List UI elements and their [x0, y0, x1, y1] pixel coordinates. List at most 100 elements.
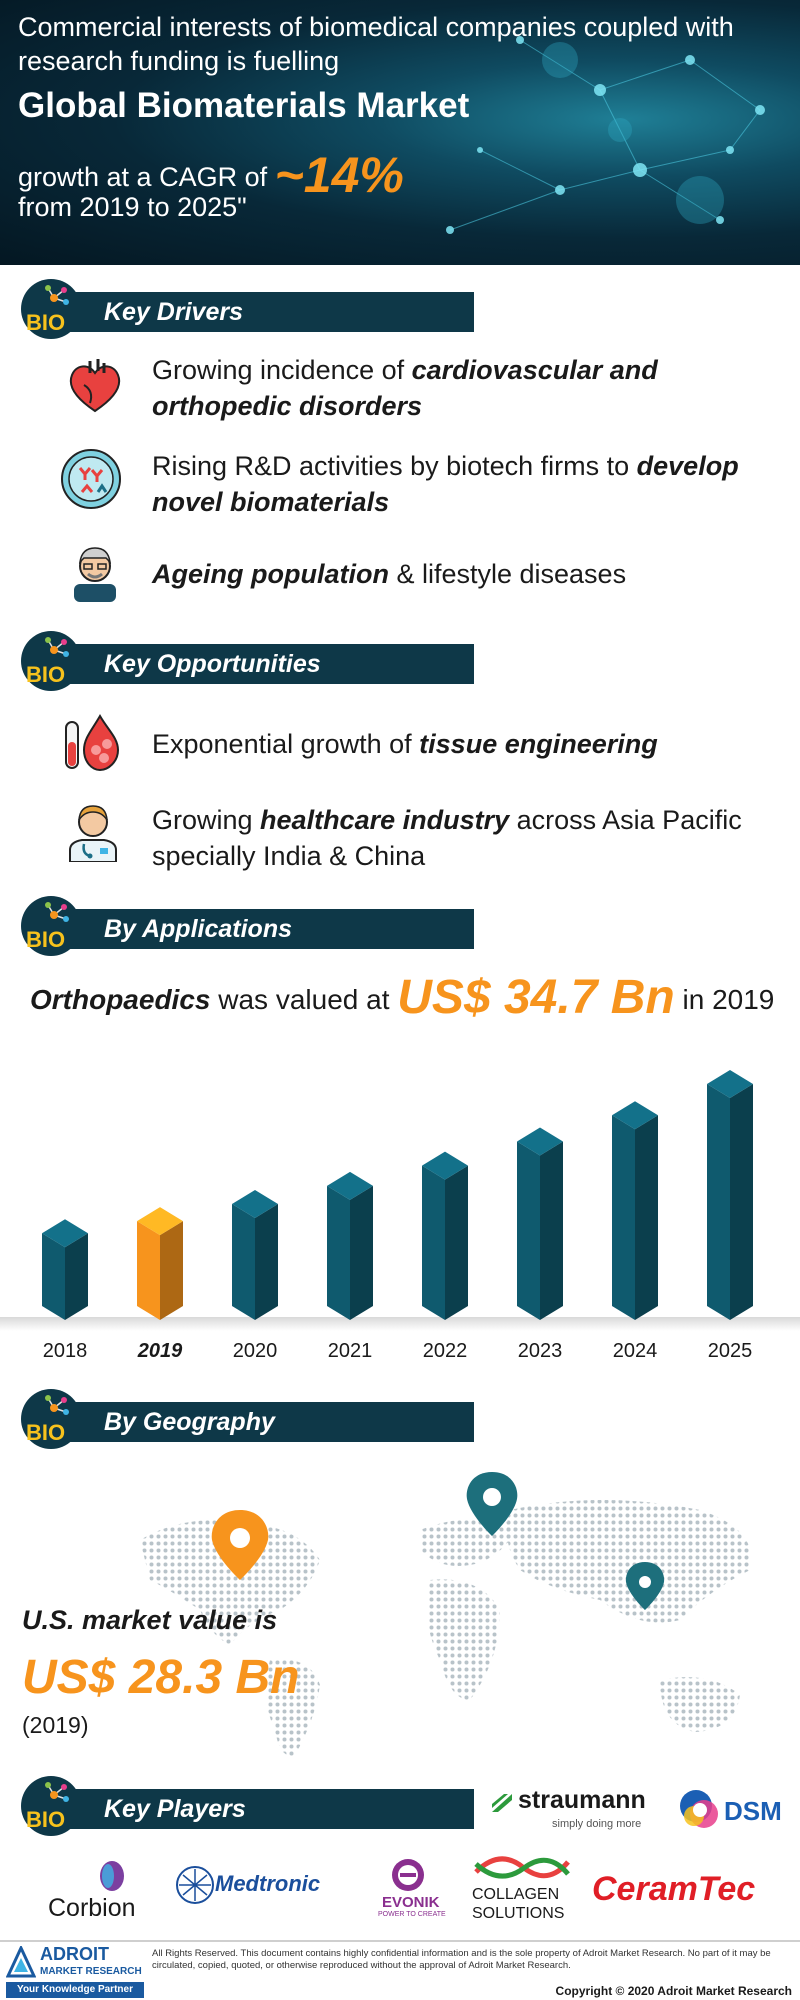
bio-logo-icon: BIO — [21, 1776, 81, 1836]
application-value: US$ 34.7 Bn — [397, 971, 675, 1024]
driver-1-text: Growing incidence of — [152, 355, 412, 385]
us-market-year: (2019) — [22, 1712, 89, 1738]
bar-2018 — [42, 1219, 88, 1320]
driver-2-text: Rising R&D activities by biotech firms t… — [152, 451, 637, 481]
section-title: Key Opportunities — [104, 650, 321, 678]
europe-location-pin-icon — [466, 1472, 518, 1536]
collagen-wave-icon — [474, 1856, 570, 1879]
section-title: By Applications — [104, 915, 292, 943]
section-title: Key Players — [104, 1795, 246, 1823]
bar-2021 — [327, 1171, 373, 1320]
x-tick-label-2020: 2020 — [233, 1340, 278, 1362]
x-tick-label-2019: 2019 — [137, 1340, 183, 1362]
straumann-wordmark: straumann — [518, 1786, 646, 1814]
section-title: Key Drivers — [104, 298, 243, 326]
adroit-brand-sub: MARKET RESEARCH — [40, 1966, 142, 1977]
us-market-label: U.S. market value is — [22, 1605, 278, 1635]
application-mid-text: was valued at — [210, 984, 398, 1015]
section-banner-by-applications: BIO By Applications — [20, 896, 475, 956]
x-tick-label-2022: 2022 — [423, 1340, 468, 1362]
rights-notice: All Rights Reserved. This document conta… — [152, 1948, 771, 1971]
evonik-logo: EVONIK POWER TO CREATE — [368, 1858, 458, 1920]
section-banner-key-opportunities: BIO Key Opportunities — [20, 631, 475, 691]
banner-bar — [66, 909, 474, 949]
blood-cells-icon — [65, 713, 120, 772]
growth-period: from 2019 to 2025" — [18, 192, 247, 222]
bio-logo-icon: BIO — [21, 1389, 81, 1449]
driver-1-emphasis: cardiovascular and orthopedic disorders — [152, 355, 658, 421]
us-market-value: US$ 28.3 Bn — [22, 1651, 300, 1704]
bio-logo-text: BIO — [26, 310, 65, 335]
collagen-wordmark-line2: SOLUTIONS — [472, 1905, 565, 1922]
antibody-icon — [61, 449, 121, 509]
driver-item-3: Ageing population & lifestyle diseases — [152, 556, 772, 592]
bar-2022 — [422, 1151, 468, 1320]
bio-logo-text: BIO — [26, 1807, 65, 1832]
driver-item-1: Growing incidence of cardiovascular and … — [152, 352, 772, 424]
bar-2020 — [232, 1189, 278, 1320]
ceramtec-logo: CeramTec — [592, 1870, 792, 1910]
bio-logo-icon: BIO — [21, 279, 81, 339]
bio-logo-text: BIO — [26, 927, 65, 952]
straumann-tagline: simply doing more — [552, 1818, 642, 1830]
bio-logo-text: BIO — [26, 662, 65, 687]
opportunity-2-text: Growing — [152, 805, 261, 835]
adroit-logo-icon — [6, 1946, 36, 1978]
driver-3-emphasis: Ageing population — [152, 559, 389, 589]
north-america-shape — [140, 1520, 320, 1645]
section-banner-key-drivers: BIO Key Drivers — [20, 279, 475, 339]
elderly-man-icon — [74, 547, 116, 602]
molecule-network-background — [446, 36, 765, 234]
opportunity-item-2: Growing healthcare industry across Asia … — [152, 802, 772, 874]
banner-bar — [66, 292, 474, 332]
x-tick-label-2018: 2018 — [43, 1340, 88, 1362]
south-america-shape — [266, 1659, 320, 1756]
section-title: By Geography — [104, 1408, 275, 1436]
europe-shape — [420, 1518, 520, 1566]
bar-2019 — [137, 1207, 183, 1320]
header-intro-text: Commercial interests of biomedical compa… — [18, 12, 734, 76]
opportunity-1-emphasis: tissue engineering — [419, 729, 658, 759]
banner-bar — [66, 644, 474, 684]
banner-bar — [66, 1402, 474, 1442]
dsm-wordmark: DSM — [724, 1796, 782, 1826]
x-tick-label-2024: 2024 — [613, 1340, 658, 1362]
cagr-value: ~14% — [274, 147, 404, 203]
ceramtec-wordmark: CeramTec — [592, 1870, 756, 1908]
growth-line: growth at a CAGR of ~14% — [18, 146, 404, 204]
x-tick-label-2025: 2025 — [708, 1340, 753, 1362]
us-location-pin-icon — [211, 1510, 269, 1580]
x-tick-label-2023: 2023 — [518, 1340, 563, 1362]
asia-location-pin-icon — [625, 1562, 665, 1610]
bio-logo-icon: BIO — [21, 896, 81, 956]
collagen-wordmark-line1: COLLAGEN — [472, 1886, 560, 1903]
section-banner-key-players: BIO Key Players — [20, 1776, 475, 1836]
straumann-mark-icon — [492, 1794, 512, 1812]
evonik-mark-icon — [392, 1859, 424, 1891]
opportunity-2-emphasis: healthcare industry — [260, 805, 510, 835]
driver-2-emphasis: develop novel biomaterials — [152, 451, 739, 517]
bio-logo-text: BIO — [26, 1420, 65, 1445]
straumann-logo: straumann simply doing more — [490, 1786, 660, 1834]
footer: ADROIT MARKET RESEARCH Your Knowledge Pa… — [0, 1940, 800, 2000]
driver-item-2: Rising R&D activities by biotech firms t… — [152, 448, 782, 520]
chart-floor — [0, 1317, 800, 1331]
opportunity-item-1: Exponential growth of tissue engineering — [152, 726, 782, 762]
bar-2025 — [707, 1070, 753, 1320]
doctor-icon — [69, 805, 117, 862]
africa-shape — [426, 1579, 500, 1700]
asia-shape — [506, 1500, 752, 1623]
collagen-solutions-logo: COLLAGEN SOLUTIONS — [470, 1852, 575, 1927]
dsm-mark-icon — [680, 1790, 718, 1828]
opportunity-1-text: Exponential growth of — [152, 729, 420, 759]
copyright: Copyright © 2020 Adroit Market Research — [555, 1984, 792, 1998]
corbion-mark-icon — [100, 1861, 124, 1891]
banner-bar — [66, 1789, 474, 1829]
growth-prefix: growth at a CAGR of — [18, 162, 275, 192]
application-year-text: in 2019 — [674, 984, 775, 1015]
bar-2024 — [612, 1101, 658, 1320]
opportunity-2-text-tail: across Asia Pacific specially India & Ch… — [152, 805, 742, 871]
section-banner-by-geography: BIO By Geography — [20, 1389, 475, 1449]
page-title: Global Biomaterials Market — [18, 86, 470, 125]
corbion-logo: Corbion — [44, 1858, 154, 1922]
